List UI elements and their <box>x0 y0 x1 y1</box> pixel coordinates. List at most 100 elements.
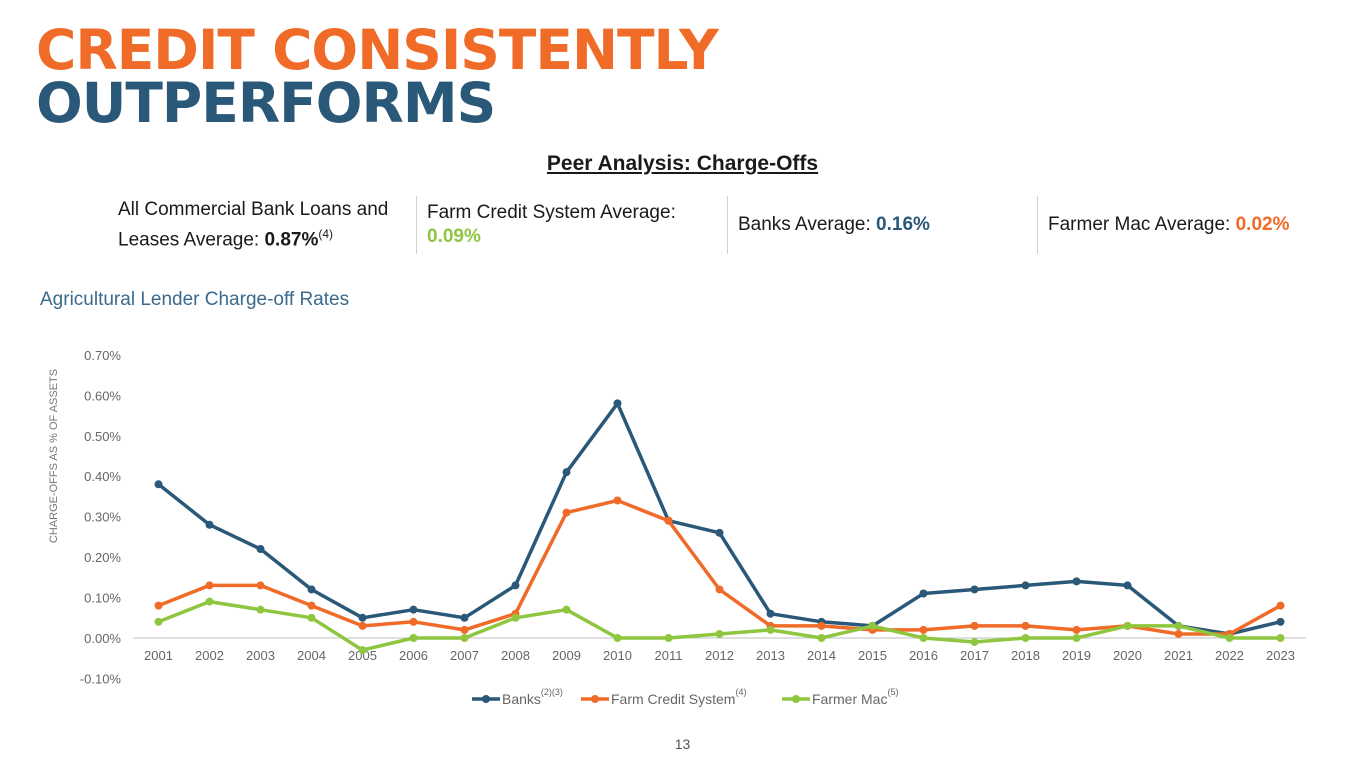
y-tick-label: 0.00% <box>84 631 121 646</box>
x-tick-label: 2021 <box>1164 648 1193 663</box>
data-point <box>1072 634 1081 642</box>
legend-label: Banks <box>502 691 541 707</box>
stat-value: 0.02% <box>1235 214 1290 235</box>
series-line <box>157 401 1281 636</box>
data-point <box>970 638 979 647</box>
stat-label: Farm Credit System Average: <box>427 202 676 223</box>
data-point <box>358 613 367 622</box>
data-point <box>460 613 469 622</box>
data-point <box>970 585 979 594</box>
data-point <box>613 399 622 408</box>
legend-footnote: (4) <box>735 687 746 697</box>
data-point <box>256 545 265 554</box>
data-point <box>1276 634 1285 642</box>
x-tick-label: 2007 <box>450 648 479 663</box>
legend-swatch-marker <box>792 695 800 703</box>
stats-row: All Commercial Bank Loans and Leases Ave… <box>108 196 1312 254</box>
stat-label: Banks Average: <box>738 214 871 235</box>
data-point <box>205 597 214 606</box>
y-tick-label: 0.50% <box>84 429 121 444</box>
data-point <box>154 617 163 626</box>
series-line <box>157 498 1282 636</box>
data-point <box>1225 634 1234 642</box>
x-tick-label: 2004 <box>297 648 326 663</box>
data-point <box>664 516 673 525</box>
charge-off-line-chart: -0.10% 0.00% 0.10% 0.20% 0.30% 0.40% 0.50% 0.60… <box>48 348 1306 707</box>
y-tick-label: 0.20% <box>84 550 121 565</box>
legend-item: Banks (2)(3) <box>472 687 563 707</box>
data-point <box>154 601 163 610</box>
title-line-1: CREDIT CONSISTENTLY <box>36 18 719 82</box>
data-point <box>766 625 775 634</box>
x-tick-label: 2022 <box>1215 648 1244 663</box>
legend-label: Farm Credit System <box>611 691 735 707</box>
data-point <box>358 646 367 655</box>
y-tick-label: 0.60% <box>84 388 121 403</box>
x-tick-label: 2002 <box>195 648 224 663</box>
legend-label: Farmer Mac <box>812 691 887 707</box>
stat-label-line1: All Commercial Bank Loans and <box>118 198 389 220</box>
legend-item: Farm Credit System (4) <box>581 687 746 707</box>
data-point <box>205 581 214 590</box>
x-tick-label: 2011 <box>655 648 683 663</box>
data-point <box>919 625 928 634</box>
y-tick-label: 0.30% <box>84 510 121 525</box>
data-point <box>409 605 418 614</box>
data-point <box>1276 601 1285 610</box>
data-point <box>1021 581 1030 590</box>
x-tick-label: 2012 <box>705 648 734 663</box>
stat-commercial-banks: All Commercial Bank Loans and Leases Ave… <box>108 196 416 254</box>
stat-banks: Banks Average: 0.16% <box>727 196 1037 254</box>
series-farm-credit-system <box>154 496 1285 638</box>
x-tick-label: 2017 <box>960 648 989 663</box>
data-point <box>307 613 316 622</box>
x-tick-label: 2008 <box>501 648 530 663</box>
data-point <box>715 585 724 594</box>
series-farmer-mac <box>154 597 1285 655</box>
page-number: 13 <box>674 736 691 752</box>
data-point <box>511 581 520 590</box>
legend-swatch-marker <box>482 695 490 703</box>
data-point <box>715 528 724 537</box>
legend-swatch-marker <box>591 695 599 703</box>
x-tick-label: 2006 <box>399 648 428 663</box>
stat-label-line2: Leases Average: <box>118 229 260 251</box>
data-point <box>1174 629 1183 638</box>
data-point <box>664 634 673 642</box>
data-point <box>817 621 826 630</box>
stat-farmer-mac: Farmer Mac Average: 0.02% <box>1037 196 1312 254</box>
data-point <box>1276 617 1285 626</box>
data-point <box>562 468 571 477</box>
data-point <box>715 629 724 638</box>
data-point <box>1021 634 1030 642</box>
data-point <box>307 601 316 610</box>
x-tick-label: 2018 <box>1011 648 1040 663</box>
x-tick-label: 2013 <box>756 648 785 663</box>
x-tick-label: 2001 <box>144 648 173 663</box>
data-point <box>256 581 265 590</box>
data-point <box>817 634 826 642</box>
data-point <box>766 609 775 618</box>
data-point <box>1174 621 1183 630</box>
data-point <box>919 634 928 642</box>
y-tick-label: 0.10% <box>84 591 121 606</box>
data-point <box>1021 621 1030 630</box>
data-point <box>205 520 214 529</box>
y-tick-label: -0.10% <box>80 671 122 686</box>
data-point <box>460 634 469 642</box>
x-tick-label: 2023 <box>1266 648 1295 663</box>
footnote-ref: (4) <box>318 226 334 241</box>
data-point <box>562 605 571 614</box>
stat-farm-credit-system: Farm Credit System Average: 0.09% <box>416 196 727 254</box>
peer-analysis-subtitle: Peer Analysis: Charge-Offs <box>546 152 819 175</box>
data-point <box>358 621 367 630</box>
x-tick-label: 2015 <box>858 648 887 663</box>
stat-value: 0.09% <box>427 226 481 247</box>
data-point <box>1123 581 1132 590</box>
data-point <box>919 589 928 598</box>
data-point <box>307 585 316 594</box>
legend-footnote: (5) <box>887 687 898 697</box>
y-tick-label: 0.70% <box>84 348 121 363</box>
x-tick-label: 2016 <box>909 648 938 663</box>
data-point <box>613 496 622 505</box>
